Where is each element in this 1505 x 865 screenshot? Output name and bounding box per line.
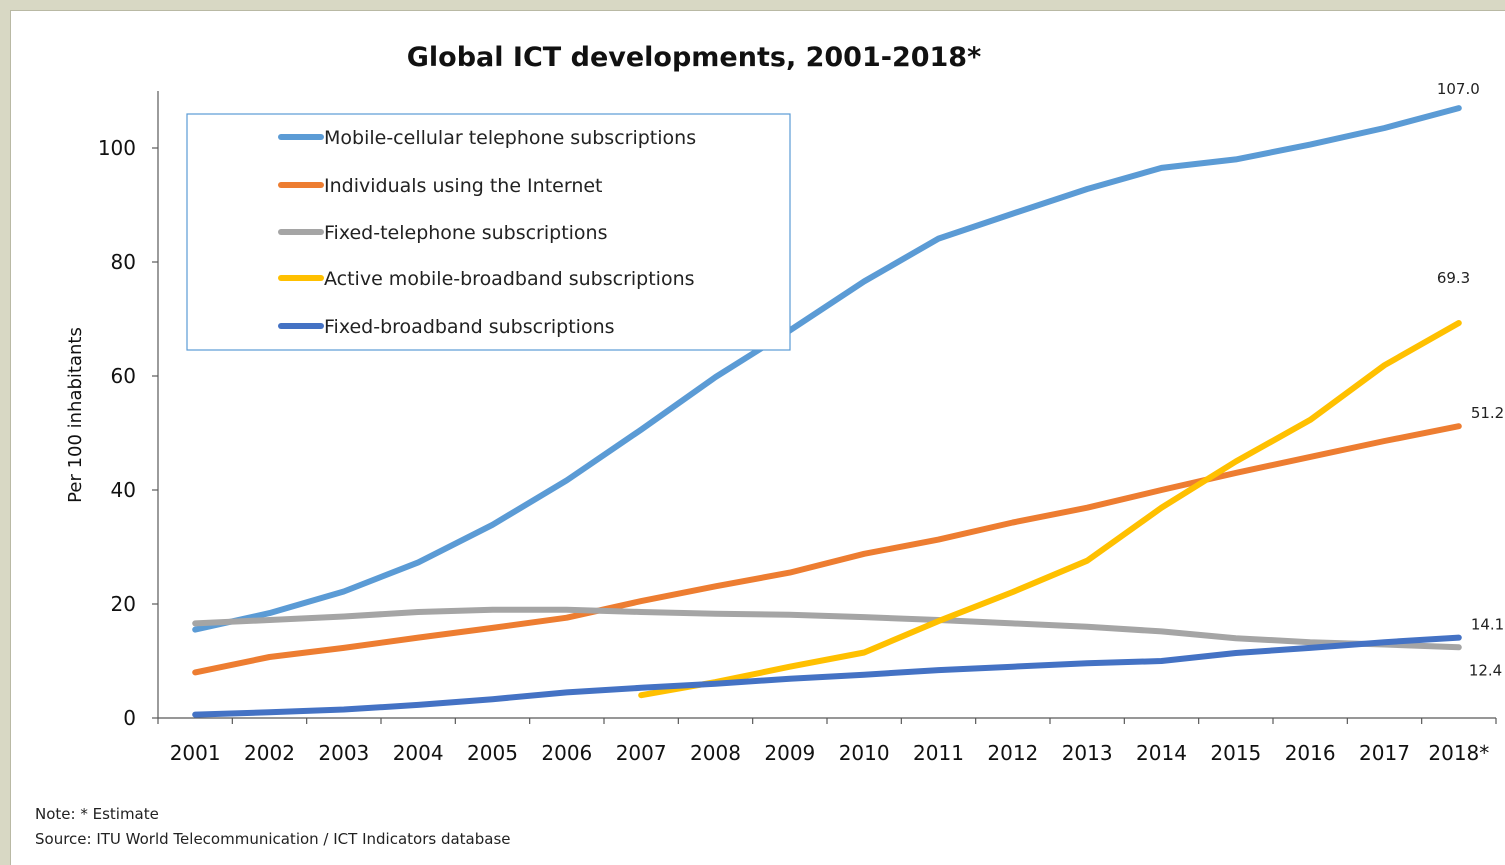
legend-label: Fixed-broadband subscriptions [324, 316, 615, 338]
x-tick-label: 2010 [839, 741, 890, 765]
source-text: Source: ITU World Telecommunication / IC… [35, 830, 511, 848]
y-tick-label: 60 [111, 364, 136, 388]
legend-label: Mobile-cellular telephone subscriptions [324, 127, 696, 149]
x-tick-label: 2012 [987, 741, 1038, 765]
note-text: Note: * Estimate [35, 805, 159, 823]
series-line [638, 320, 1462, 699]
end-value-label: 12.4 [1469, 661, 1502, 679]
x-tick-label: 2003 [318, 741, 369, 765]
x-tick-label: 2007 [616, 741, 667, 765]
x-tick-label: 2004 [393, 741, 444, 765]
y-tick-label: 40 [111, 478, 136, 502]
legend-label: Fixed-telephone subscriptions [324, 222, 608, 244]
legend-label: Active mobile-broadband subscriptions [324, 268, 695, 290]
end-value-label: 51.2 [1471, 404, 1504, 422]
chart-svg: Global ICT developments, 2001-2018* Per … [35, 42, 1504, 848]
end-value-label: 107.0 [1437, 80, 1480, 98]
y-tick-label: 0 [123, 706, 136, 730]
end-labels: 107.0 51.2 12.4 69.3 14.1 [1437, 80, 1504, 679]
x-tick-label: 2014 [1136, 741, 1187, 765]
legend-label: Individuals using the Internet [324, 175, 603, 197]
x-tick-label: 2001 [170, 741, 221, 765]
x-tick-label: 2008 [690, 741, 741, 765]
y-tick-label: 20 [111, 592, 136, 616]
chart-title: Global ICT developments, 2001-2018* [407, 42, 981, 73]
y-tick-label: 80 [111, 250, 136, 274]
x-tick-label: 2013 [1062, 741, 1113, 765]
y-tick-label: 100 [98, 136, 136, 160]
end-value-label: 14.1 [1471, 616, 1504, 634]
x-tick-label: 2018* [1428, 741, 1489, 765]
x-tick-label: 2002 [244, 741, 295, 765]
x-tick-label: 2011 [913, 741, 964, 765]
legend: Mobile-cellular telephone subscriptions I… [186, 113, 791, 351]
x-tick-label: 2005 [467, 741, 518, 765]
x-tick-label: 2009 [764, 741, 815, 765]
axes: 0 20 40 60 80 100 2001 2002 2003 2004 2005 2006 2007… [98, 91, 1497, 765]
x-tick-label: 2017 [1359, 741, 1410, 765]
y-axis-label: Per 100 inhabitants [65, 327, 86, 503]
end-value-label: 69.3 [1437, 269, 1470, 287]
chart-frame: Global ICT developments, 2001-2018* Per … [10, 10, 1505, 865]
x-tick-label: 2006 [541, 741, 592, 765]
x-tick-label: 2016 [1285, 741, 1336, 765]
series-line [192, 423, 1462, 676]
series-line [192, 105, 1462, 633]
series-lines [192, 105, 1462, 718]
series-line [192, 606, 1462, 651]
series-line [192, 634, 1462, 718]
x-tick-label: 2015 [1210, 741, 1261, 765]
